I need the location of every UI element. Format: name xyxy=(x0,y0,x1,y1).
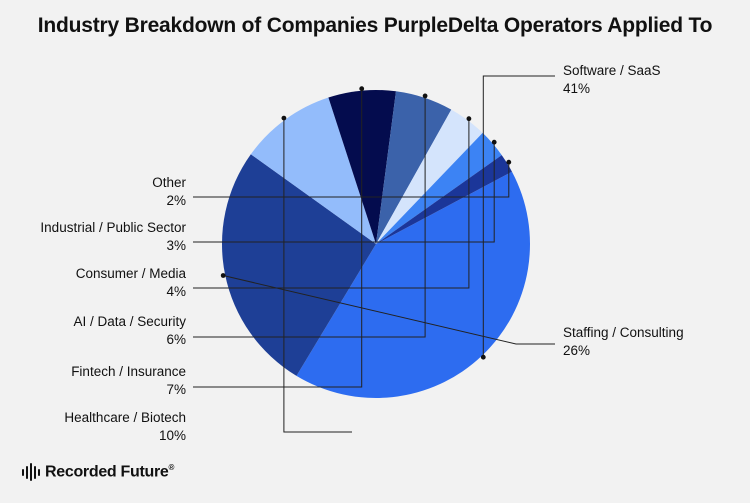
leader-dot-ai-data-security xyxy=(422,93,428,99)
leader-line-other xyxy=(193,162,510,198)
logo-registered-mark: ® xyxy=(168,462,175,472)
slice-value-fintech-insurance: 7% xyxy=(166,382,186,397)
slice-labels: Software / SaaS 41% Staffing / Consulting 2… xyxy=(40,63,683,443)
leader-line-fintech-insurance xyxy=(193,88,363,388)
pie-slice-other xyxy=(376,155,512,244)
chart-title: Industry Breakdown of Companies PurpleDe… xyxy=(37,14,713,37)
leader-dot-healthcare-biotech xyxy=(281,115,287,121)
leader-dot-industrial-public-sector xyxy=(491,139,497,145)
leader-dot-fintech-insurance xyxy=(359,86,365,92)
leader-line-healthcare-biotech xyxy=(283,118,352,433)
logo-text: Recorded Future xyxy=(45,463,169,481)
slice-name-other: Other xyxy=(152,175,186,190)
leader-lines xyxy=(193,75,555,433)
leader-line-staffing-consulting xyxy=(223,275,555,345)
slice-value-software-saas: 41% xyxy=(563,81,590,96)
pie-slice-software-saas xyxy=(296,171,530,399)
pie-slice-consumer-media xyxy=(376,109,483,244)
recorded-future-logo: Recorded Future® xyxy=(22,461,174,483)
slice-value-healthcare-biotech: 10% xyxy=(159,428,186,443)
leader-line-consumer-media xyxy=(193,118,470,289)
slice-value-consumer-media: 4% xyxy=(166,284,186,299)
pie-slice-ai-data-security xyxy=(376,91,452,244)
slice-name-software-saas: Software / SaaS xyxy=(563,63,661,78)
slice-name-fintech-insurance: Fintech / Insurance xyxy=(71,364,186,379)
pie-slice-healthcare-biotech xyxy=(250,97,376,244)
slice-name-ai-data-security: AI / Data / Security xyxy=(73,314,186,329)
leader-dot-other xyxy=(506,159,512,165)
leader-dot-staffing-consulting xyxy=(220,273,226,278)
leader-dot-consumer-media xyxy=(466,116,472,122)
leader-line-ai-data-security xyxy=(193,95,426,338)
leader-dot-software-saas xyxy=(480,354,486,360)
slice-value-industrial-public-sector: 3% xyxy=(166,238,186,253)
logo-mark-icon xyxy=(22,463,40,481)
slice-value-other: 2% xyxy=(166,193,186,208)
slice-name-consumer-media: Consumer / Media xyxy=(76,266,187,281)
slice-name-staffing-consulting: Staffing / Consulting xyxy=(563,325,684,340)
slice-name-industrial-public-sector: Industrial / Public Sector xyxy=(40,220,186,235)
slice-value-ai-data-security: 6% xyxy=(166,332,186,347)
pie-slice-industrial-public-sector xyxy=(376,132,502,244)
slice-name-healthcare-biotech: Healthcare / Biotech xyxy=(64,410,186,425)
slice-value-staffing-consulting: 26% xyxy=(563,343,590,358)
pie-slice-staffing-consulting xyxy=(221,154,376,376)
leader-line-software-saas xyxy=(482,75,555,358)
leader-line-industrial-public-sector xyxy=(193,142,495,243)
